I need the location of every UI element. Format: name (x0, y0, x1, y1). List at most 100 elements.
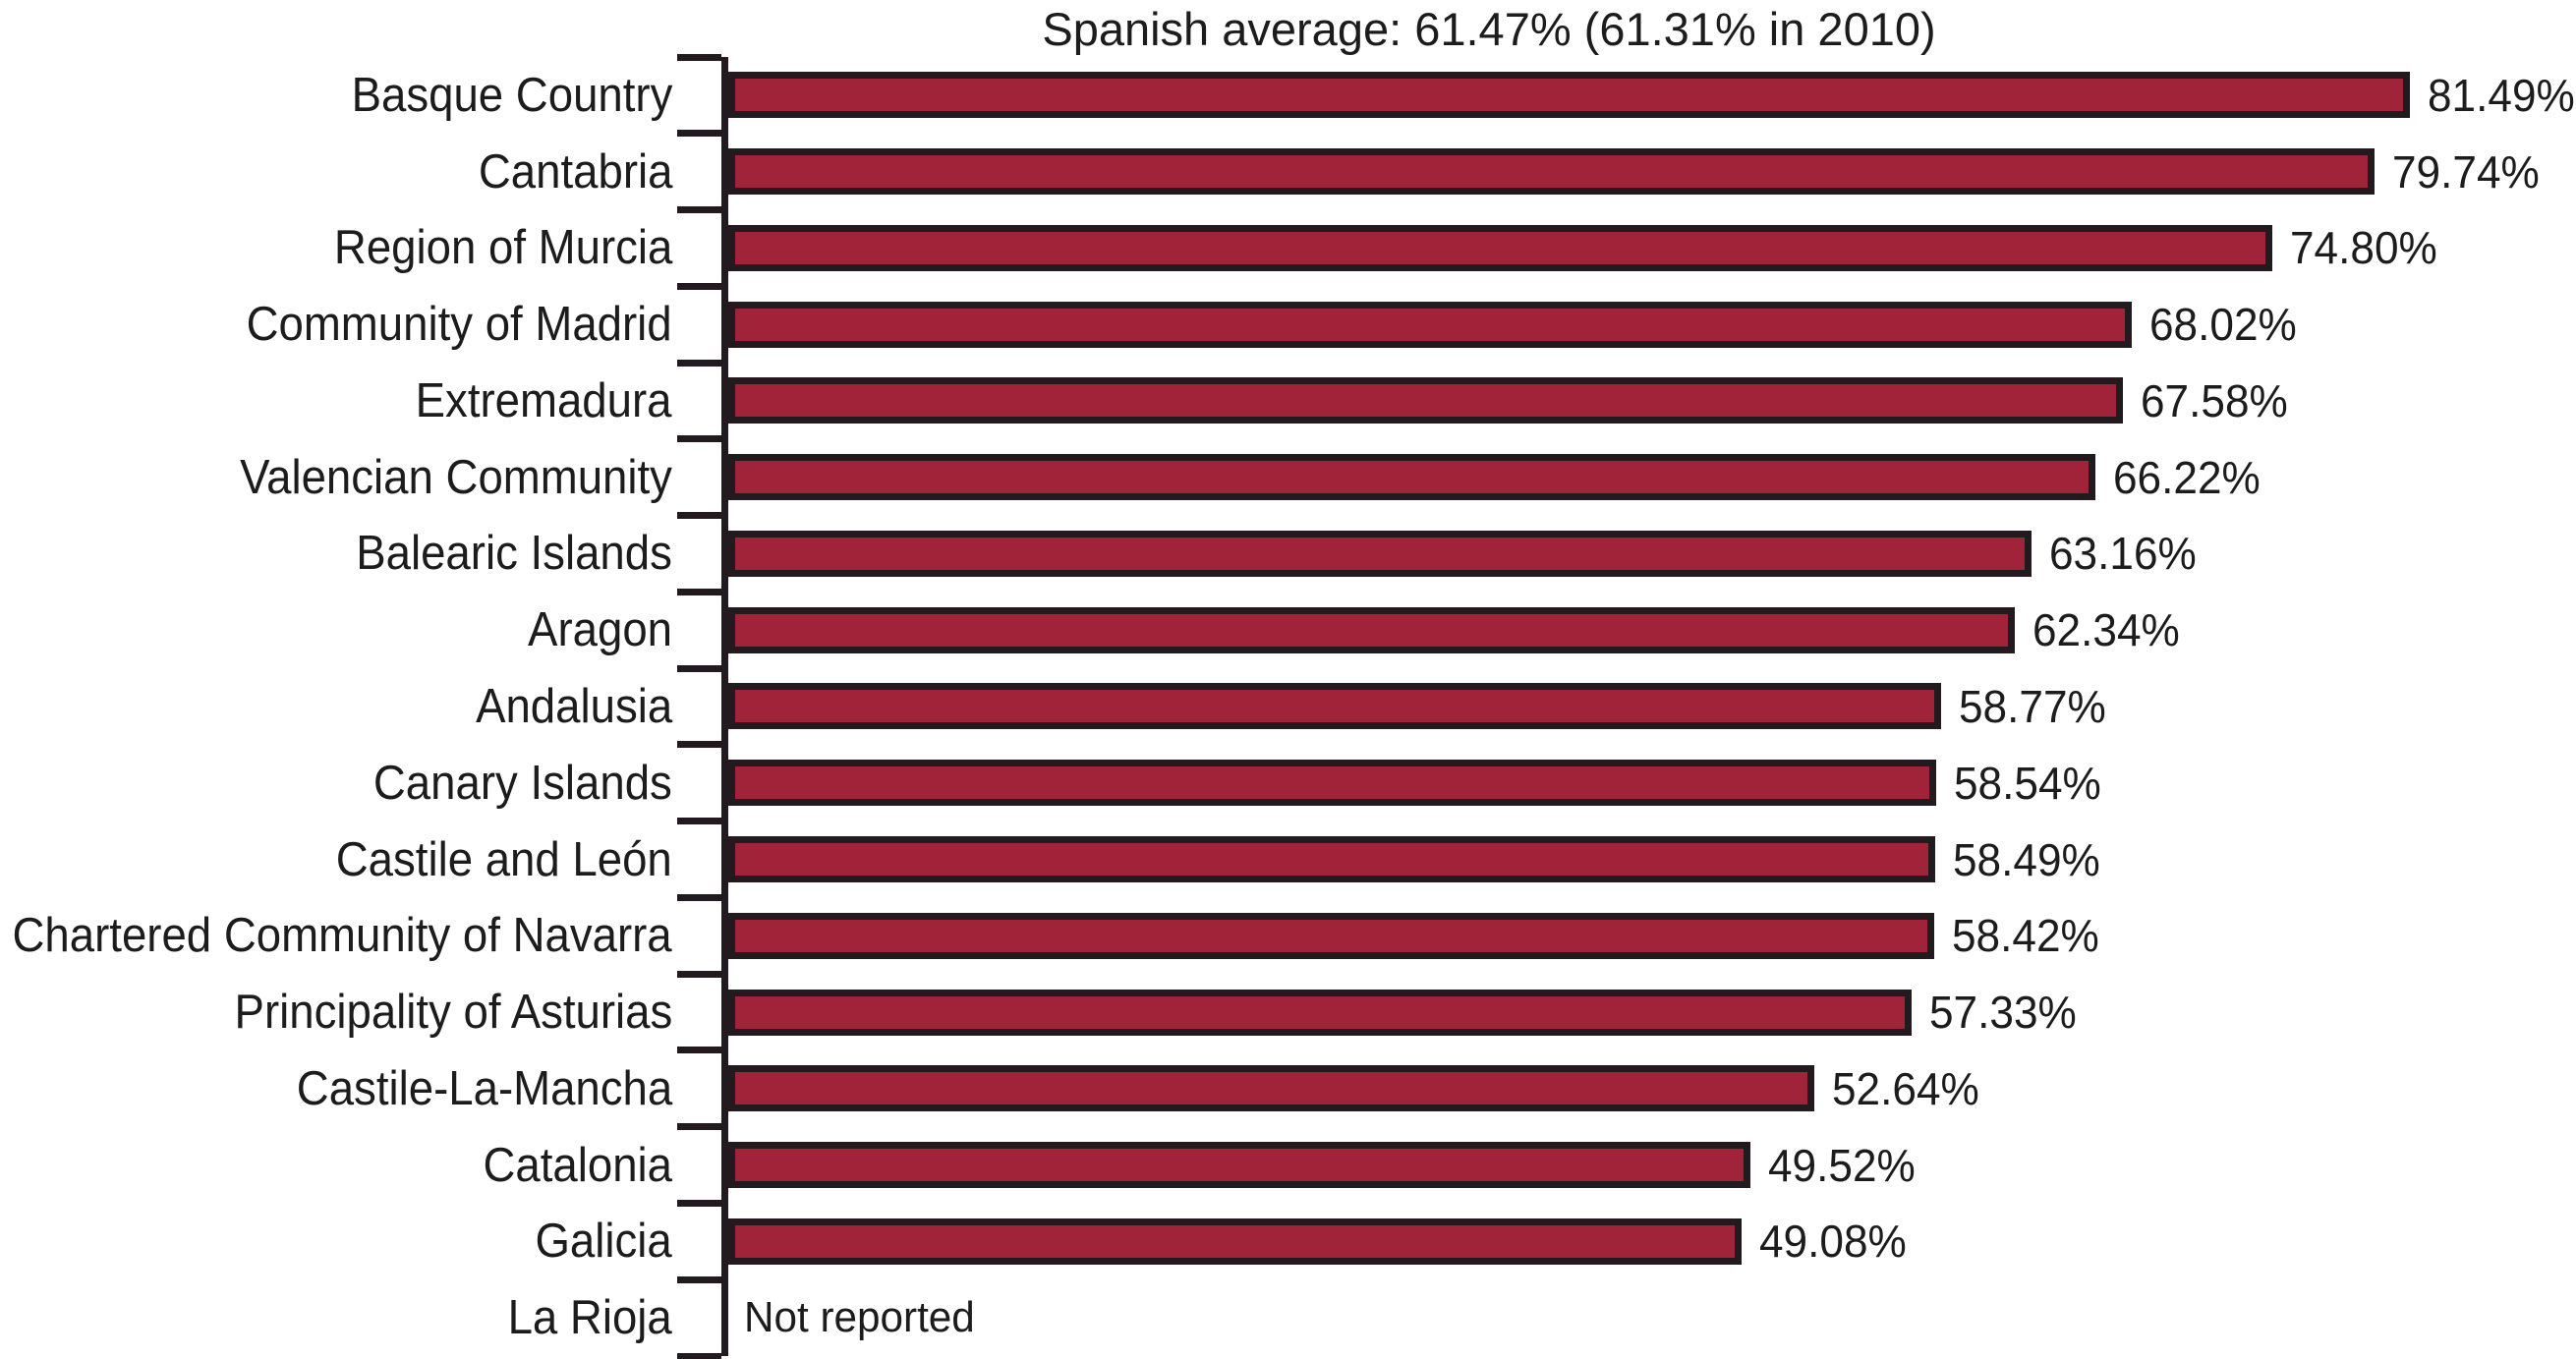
bar (728, 912, 1934, 959)
bar-row: Not reported (728, 1279, 2566, 1356)
axis-tick (677, 1123, 721, 1131)
value-label: 49.52% (1767, 1139, 1916, 1191)
category-row: Canary Islands (0, 745, 678, 821)
value-label: 81.49% (2428, 69, 2576, 121)
category-row: Region of Murcia (0, 210, 678, 287)
category-row: Basque Country (0, 57, 678, 134)
category-row: Andalusia (0, 668, 678, 745)
bar (728, 530, 2032, 577)
bar-row: 58.49% (728, 821, 2566, 898)
category-label: Aragon (528, 603, 672, 657)
bar-row: 63.16% (728, 516, 2566, 593)
category-label: Andalusia (475, 679, 672, 733)
bar (728, 1217, 1742, 1265)
bar (728, 454, 2095, 501)
category-label: Extremadura (416, 373, 672, 427)
axis-tick (677, 282, 721, 290)
category-label: Castile-La-Mancha (296, 1061, 672, 1115)
bar-row: 49.08% (728, 1203, 2566, 1279)
category-label: Basque Country (351, 68, 672, 122)
value-label: 52.64% (1832, 1062, 1980, 1114)
bar (728, 760, 1937, 807)
category-row: Extremadura (0, 363, 678, 439)
category-row: Valencian Community (0, 439, 678, 516)
value-label: 57.33% (1928, 987, 2077, 1039)
axis-tick (677, 359, 721, 367)
value-label: 67.58% (2141, 374, 2288, 426)
bar-row: 62.34% (728, 592, 2566, 668)
category-axis-labels: Basque Country Cantabria Region of Murcia C… (0, 57, 678, 1356)
chart-title: Spanish average: 61.47% (61.31% in 2010) (1042, 3, 1936, 55)
category-label: Valencian Community (240, 450, 672, 504)
bar-row: 74.80% (728, 210, 2566, 287)
category-row: Chartered Community of Navarra (0, 897, 678, 974)
value-label: 58.49% (1953, 833, 2101, 885)
bar-row: 58.42% (728, 897, 2566, 974)
axis-tick (677, 206, 721, 214)
value-label: 49.08% (1758, 1216, 1907, 1268)
bar (728, 301, 2133, 348)
value-label: 66.22% (2112, 451, 2261, 503)
bar-row: 57.33% (728, 974, 2566, 1050)
axis-tick (677, 1352, 721, 1359)
axis-tick (677, 1275, 721, 1283)
bar-row: 49.52% (728, 1127, 2566, 1204)
not-reported-label: Not reported (744, 1293, 975, 1342)
axis-tick (677, 588, 721, 595)
bar (728, 1065, 1815, 1112)
bar (728, 606, 2016, 653)
category-label: Catalonia (483, 1138, 672, 1192)
axis-tick (677, 53, 721, 61)
bar (728, 683, 1942, 730)
bar-row: 79.74% (728, 134, 2566, 210)
category-label: Community of Madrid (246, 298, 672, 352)
category-label: Region of Murcia (333, 221, 672, 275)
bar (728, 224, 2272, 271)
value-label: 79.74% (2391, 145, 2540, 198)
bar (728, 148, 2375, 196)
category-row: Aragon (0, 592, 678, 668)
bar (728, 989, 1912, 1036)
y-axis-line (721, 57, 728, 1356)
category-row: La Rioja (0, 1279, 678, 1356)
category-row: Balearic Islands (0, 516, 678, 593)
bar (728, 377, 2124, 425)
category-label: Castile and León (335, 832, 672, 886)
bar (728, 836, 1936, 883)
axis-tick (677, 664, 721, 672)
category-row: Catalonia (0, 1127, 678, 1204)
value-label: 62.34% (2032, 604, 2180, 656)
bar-row: 58.54% (728, 745, 2566, 821)
value-label: 58.77% (1959, 680, 2106, 732)
category-row: Galicia (0, 1203, 678, 1279)
category-row: Cantabria (0, 134, 678, 210)
axis-tick (677, 741, 721, 749)
bar-row: 66.22% (728, 439, 2566, 516)
category-row: Castile-La-Mancha (0, 1050, 678, 1127)
axis-tick (677, 1199, 721, 1207)
category-label: Principality of Asturias (234, 986, 672, 1040)
value-label: 58.42% (1951, 910, 2099, 962)
bar-row: 81.49% (728, 57, 2575, 134)
axis-tick (677, 818, 721, 825)
axis-tick (677, 130, 721, 138)
category-label: Canary Islands (373, 756, 672, 810)
bar-row: 67.58% (728, 363, 2566, 439)
category-row: Castile and León (0, 821, 678, 898)
value-label: 63.16% (2049, 528, 2198, 580)
bar-row: 52.64% (728, 1050, 2566, 1127)
category-row: Principality of Asturias (0, 974, 678, 1050)
plot-area: 81.49% 79.74% 74.80% 68.02% 67.58% 66.22% 63.1… (677, 53, 2575, 1359)
axis-tick (677, 1047, 721, 1054)
value-label: 58.54% (1954, 757, 2102, 809)
bar (728, 72, 2411, 119)
bar-row: 58.77% (728, 668, 2566, 745)
value-label: 74.80% (2289, 222, 2437, 274)
bar-row: 68.02% (728, 286, 2566, 363)
category-row: Community of Madrid (0, 286, 678, 363)
axis-tick (677, 512, 721, 520)
axis-tick (677, 970, 721, 978)
category-label: La Rioja (507, 1291, 672, 1345)
category-label: Balearic Islands (356, 527, 672, 581)
